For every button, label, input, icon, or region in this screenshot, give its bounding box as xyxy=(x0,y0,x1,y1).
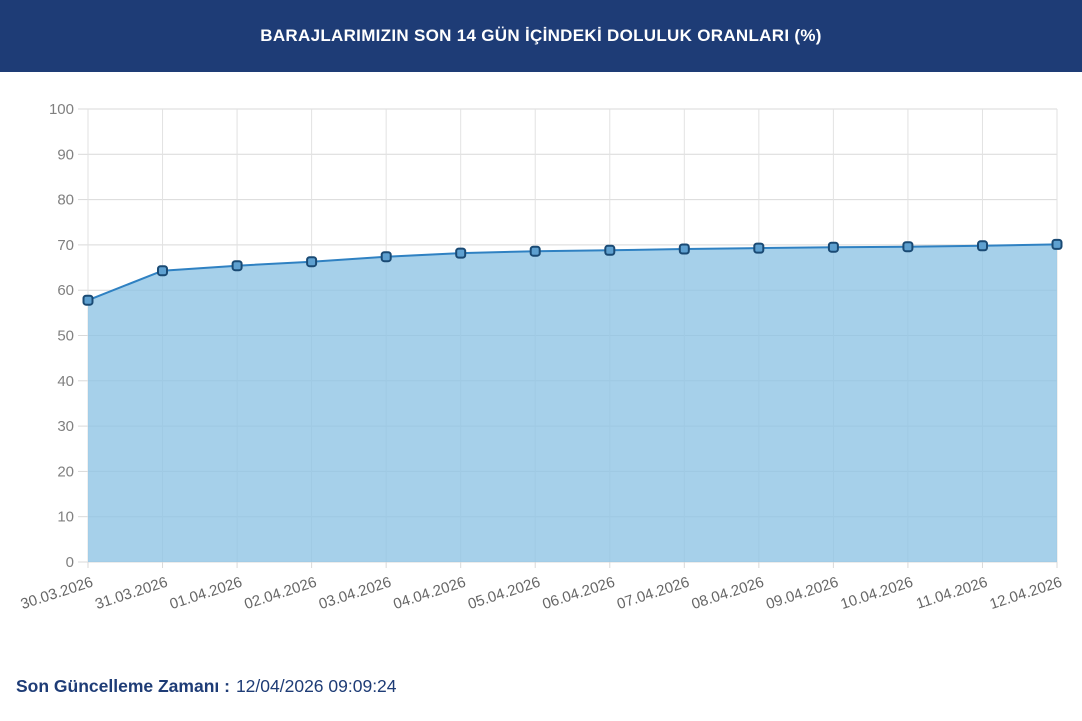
y-axis-label: 80 xyxy=(57,192,74,209)
x-axis-label: 09.04.2026 xyxy=(764,574,841,613)
x-axis-label: 06.04.2026 xyxy=(540,574,617,613)
data-point-marker[interactable] xyxy=(231,260,243,272)
y-axis-label: 30 xyxy=(57,418,74,435)
y-axis-label: 0 xyxy=(66,554,74,571)
area-fill xyxy=(88,244,1057,562)
last-update-label: Son Güncelleme Zamanı : xyxy=(16,676,230,696)
data-point-marker[interactable] xyxy=(604,244,616,256)
y-axis-label: 70 xyxy=(57,237,74,254)
last-update-value: 12/04/2026 09:09:24 xyxy=(235,676,397,696)
y-axis-label: 40 xyxy=(57,373,74,390)
data-point-marker[interactable] xyxy=(678,243,690,255)
data-point-marker[interactable] xyxy=(753,242,765,254)
x-axis-label: 31.03.2026 xyxy=(93,574,170,613)
x-axis-label: 08.04.2026 xyxy=(689,574,766,613)
y-axis-label: 20 xyxy=(57,463,74,480)
y-axis-label: 60 xyxy=(57,282,74,299)
x-axis-label: 30.03.2026 xyxy=(19,574,96,613)
y-axis-label: 50 xyxy=(57,328,74,345)
x-axis-label: 05.04.2026 xyxy=(466,574,543,613)
series-line xyxy=(87,243,1058,302)
data-point-marker[interactable] xyxy=(1051,238,1063,250)
y-axis-label: 90 xyxy=(57,146,74,163)
chart-title: BARAJLARIMIZIN SON 14 GÜN İÇİNDEKİ DOLUL… xyxy=(260,26,822,45)
x-axis-label: 03.04.2026 xyxy=(317,574,394,613)
x-axis-label: 12.04.2026 xyxy=(988,574,1065,613)
data-point-marker[interactable] xyxy=(157,265,168,277)
x-axis-label: 01.04.2026 xyxy=(168,574,245,613)
x-axis-label: 04.04.2026 xyxy=(391,574,468,613)
data-point-marker[interactable] xyxy=(977,240,988,252)
data-point-marker[interactable] xyxy=(380,251,392,263)
x-axis-label: 11.04.2026 xyxy=(914,574,990,613)
data-point-marker[interactable] xyxy=(455,247,467,259)
last-update-line: Son Güncelleme Zamanı : 12/04/2026 09:09… xyxy=(16,676,397,697)
chart-header: BARAJLARIMIZIN SON 14 GÜN İÇİNDEKİ DOLUL… xyxy=(0,0,1082,72)
data-point-marker[interactable] xyxy=(306,256,318,268)
area-chart: 0 10 20 30 40 50 60 70 80 90 100 30.03.202631.03.20… xyxy=(19,101,1065,613)
x-axis-label: 10.04.2026 xyxy=(839,574,916,613)
data-point-marker[interactable] xyxy=(902,241,914,253)
y-axis-label: 100 xyxy=(49,101,74,118)
x-axis-label: 02.04.2026 xyxy=(242,574,319,613)
area-chart-container: 0 10 20 30 40 50 60 70 80 90 100 30.03.2026 31.03.20… xyxy=(19,101,1065,613)
y-axis-label: 10 xyxy=(57,509,74,526)
data-point-marker[interactable] xyxy=(827,241,839,253)
x-axis-label: 07.04.2026 xyxy=(615,574,692,613)
data-point-marker[interactable] xyxy=(529,245,541,257)
data-point-marker[interactable] xyxy=(82,294,94,306)
